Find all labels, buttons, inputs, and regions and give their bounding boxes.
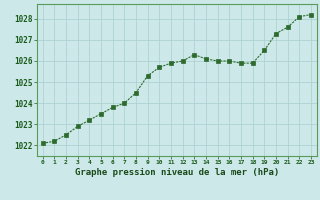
X-axis label: Graphe pression niveau de la mer (hPa): Graphe pression niveau de la mer (hPa) (75, 168, 279, 177)
